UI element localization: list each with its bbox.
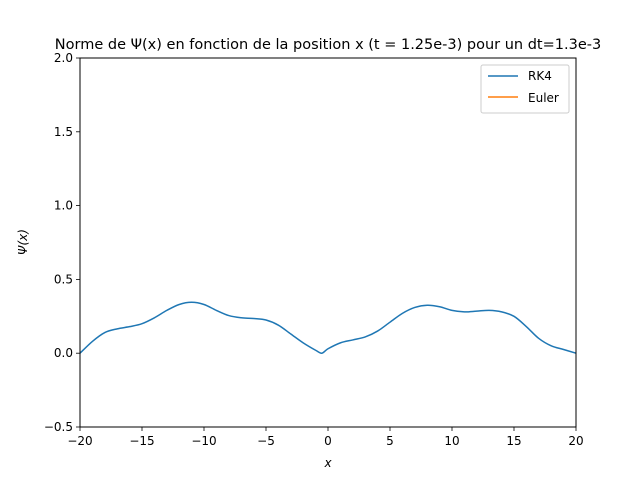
y-tick-label: 0.0 <box>54 346 73 360</box>
x-tick-label: 20 <box>568 434 583 448</box>
x-tick-label: −5 <box>257 434 275 448</box>
legend-label-euler: Euler <box>528 91 559 105</box>
x-ticks: −20 −15 −10 −5 0 5 10 15 20 <box>67 427 584 448</box>
x-tick-label: 5 <box>386 434 394 448</box>
x-tick-label: 0 <box>324 434 332 448</box>
y-tick-label: 1.0 <box>54 199 73 213</box>
chart-title: Norme de Ψ(x) en fonction de la position… <box>55 37 601 53</box>
y-tick-label: 1.5 <box>54 125 73 139</box>
legend-label-rk4: RK4 <box>528 69 552 83</box>
y-tick-label: 0.5 <box>54 272 73 286</box>
x-tick-label: 10 <box>444 434 459 448</box>
legend-box <box>480 64 570 114</box>
x-tick-label: −10 <box>191 434 216 448</box>
series-line-rk4 <box>79 301 577 354</box>
legend: RK4 Euler <box>480 64 570 114</box>
y-axis-label: Ψ(x) <box>16 229 30 255</box>
series-layer <box>79 301 577 354</box>
x-tick-label: −15 <box>129 434 154 448</box>
x-tick-label: 15 <box>506 434 521 448</box>
y-tick-label: 2.0 <box>54 51 73 65</box>
y-tick-label: −0.5 <box>44 420 73 434</box>
y-ticks: −0.5 0.0 0.5 1.0 1.5 2.0 <box>44 51 80 434</box>
x-axis-label: x <box>323 456 332 470</box>
x-tick-label: −20 <box>67 434 92 448</box>
